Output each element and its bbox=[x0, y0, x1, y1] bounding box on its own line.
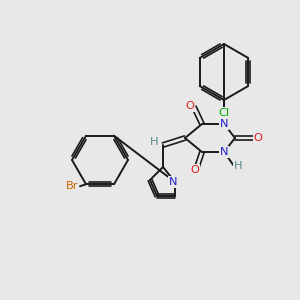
Text: N: N bbox=[220, 119, 228, 129]
Text: O: O bbox=[190, 165, 200, 175]
Text: N: N bbox=[220, 147, 228, 157]
Text: O: O bbox=[186, 101, 194, 111]
Text: Br: Br bbox=[66, 181, 78, 191]
Text: N: N bbox=[169, 177, 177, 187]
Text: H: H bbox=[234, 161, 242, 171]
Text: Cl: Cl bbox=[218, 108, 230, 118]
Text: O: O bbox=[254, 133, 262, 143]
Text: H: H bbox=[150, 137, 158, 147]
